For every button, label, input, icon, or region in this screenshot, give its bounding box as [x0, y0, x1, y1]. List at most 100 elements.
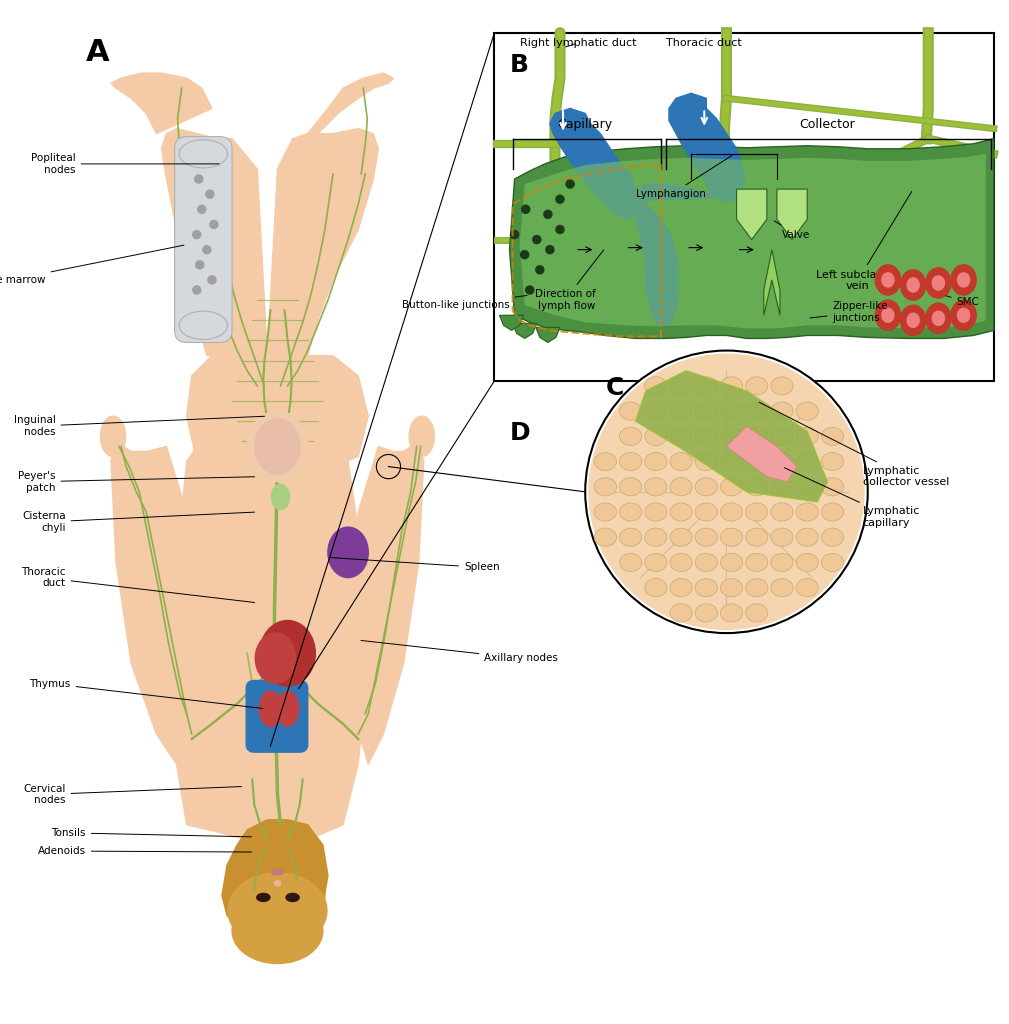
- Ellipse shape: [594, 453, 616, 471]
- Ellipse shape: [695, 377, 717, 395]
- Ellipse shape: [746, 579, 768, 597]
- Ellipse shape: [746, 553, 768, 571]
- Ellipse shape: [875, 300, 900, 331]
- Ellipse shape: [645, 402, 667, 420]
- Ellipse shape: [645, 528, 667, 547]
- Polygon shape: [777, 189, 807, 240]
- Ellipse shape: [274, 881, 281, 886]
- Ellipse shape: [875, 265, 900, 295]
- Ellipse shape: [645, 377, 667, 395]
- Ellipse shape: [620, 477, 642, 496]
- Text: Tonsils: Tonsils: [51, 827, 251, 838]
- Polygon shape: [111, 73, 212, 133]
- Circle shape: [511, 230, 519, 239]
- Ellipse shape: [720, 604, 743, 622]
- Ellipse shape: [821, 477, 844, 496]
- Text: Lymphangion: Lymphangion: [637, 156, 733, 199]
- Ellipse shape: [645, 579, 667, 597]
- Polygon shape: [726, 426, 797, 481]
- Ellipse shape: [670, 427, 692, 445]
- Ellipse shape: [670, 377, 692, 395]
- Text: Spleen: Spleen: [331, 558, 499, 572]
- Ellipse shape: [271, 484, 290, 510]
- Ellipse shape: [746, 503, 768, 521]
- Ellipse shape: [670, 528, 692, 547]
- Text: B: B: [510, 53, 529, 77]
- Ellipse shape: [695, 453, 717, 471]
- Ellipse shape: [179, 139, 228, 168]
- Polygon shape: [161, 129, 267, 355]
- Ellipse shape: [720, 553, 743, 571]
- Polygon shape: [520, 154, 986, 329]
- Ellipse shape: [926, 268, 950, 298]
- Ellipse shape: [771, 579, 793, 597]
- Text: Lymphatic
capillary: Lymphatic capillary: [784, 468, 920, 527]
- Ellipse shape: [907, 278, 919, 292]
- Circle shape: [198, 205, 206, 213]
- Ellipse shape: [796, 402, 818, 420]
- Text: Inguinal
nodes: Inguinal nodes: [13, 416, 264, 437]
- Text: SMC: SMC: [946, 296, 980, 307]
- Ellipse shape: [796, 477, 818, 496]
- Polygon shape: [636, 179, 745, 202]
- Ellipse shape: [926, 303, 950, 334]
- Ellipse shape: [796, 427, 818, 445]
- Ellipse shape: [771, 453, 793, 471]
- Ellipse shape: [796, 579, 818, 597]
- Ellipse shape: [260, 621, 315, 686]
- Ellipse shape: [670, 579, 692, 597]
- Ellipse shape: [720, 402, 743, 420]
- FancyBboxPatch shape: [175, 136, 232, 342]
- Ellipse shape: [645, 453, 667, 471]
- Text: Thoracic
duct: Thoracic duct: [21, 567, 254, 602]
- Ellipse shape: [882, 272, 894, 287]
- Ellipse shape: [746, 402, 768, 420]
- Ellipse shape: [328, 527, 368, 578]
- Ellipse shape: [255, 419, 301, 474]
- Circle shape: [193, 230, 201, 239]
- Polygon shape: [222, 820, 328, 926]
- Ellipse shape: [900, 270, 925, 300]
- Polygon shape: [111, 441, 197, 764]
- Ellipse shape: [720, 579, 743, 597]
- Ellipse shape: [670, 604, 692, 622]
- Ellipse shape: [670, 477, 692, 496]
- Ellipse shape: [932, 275, 944, 290]
- Ellipse shape: [256, 893, 269, 901]
- Circle shape: [210, 220, 218, 228]
- Circle shape: [536, 266, 544, 273]
- Ellipse shape: [821, 427, 844, 445]
- Ellipse shape: [620, 427, 642, 445]
- Circle shape: [533, 236, 541, 244]
- Ellipse shape: [771, 377, 793, 395]
- Ellipse shape: [670, 553, 692, 571]
- Text: Adenoids: Adenoids: [37, 846, 251, 856]
- Text: Valve: Valve: [774, 221, 810, 240]
- Circle shape: [526, 286, 534, 294]
- Ellipse shape: [232, 898, 323, 964]
- Text: Popliteal
nodes: Popliteal nodes: [31, 154, 219, 175]
- Polygon shape: [510, 138, 994, 339]
- Ellipse shape: [695, 427, 717, 445]
- Ellipse shape: [228, 872, 327, 948]
- Ellipse shape: [695, 503, 717, 521]
- Ellipse shape: [771, 427, 793, 445]
- Ellipse shape: [771, 402, 793, 420]
- Ellipse shape: [410, 416, 434, 457]
- Text: C: C: [605, 376, 624, 399]
- Ellipse shape: [796, 553, 818, 571]
- Text: Capillary: Capillary: [558, 118, 612, 131]
- Circle shape: [556, 196, 564, 203]
- Text: Lymphatic
collector vessel: Lymphatic collector vessel: [759, 402, 949, 487]
- Ellipse shape: [746, 427, 768, 445]
- Ellipse shape: [620, 453, 642, 471]
- Ellipse shape: [796, 453, 818, 471]
- Ellipse shape: [620, 503, 642, 521]
- Ellipse shape: [950, 300, 976, 331]
- Polygon shape: [172, 371, 368, 842]
- Ellipse shape: [746, 453, 768, 471]
- Ellipse shape: [907, 313, 919, 328]
- Ellipse shape: [695, 579, 717, 597]
- Text: Left subclavian
vein: Left subclavian vein: [815, 191, 912, 292]
- Circle shape: [206, 190, 214, 199]
